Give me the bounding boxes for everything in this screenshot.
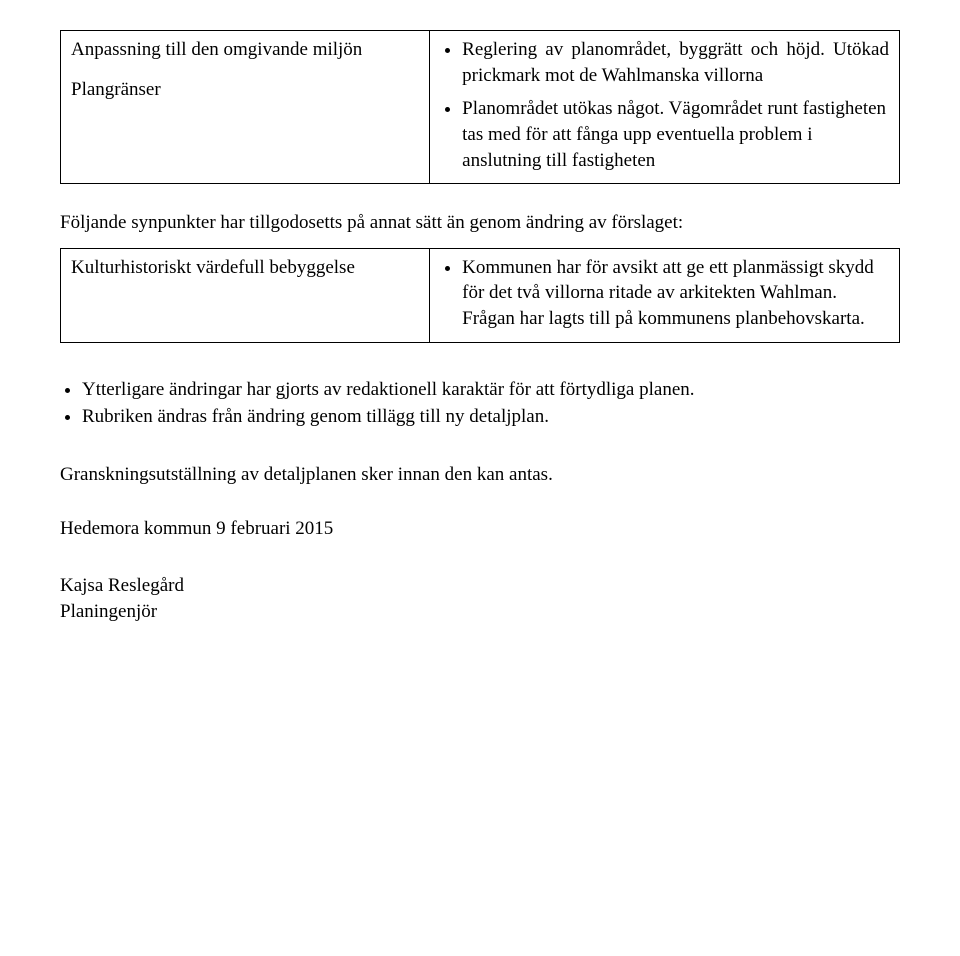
list-item: Reglering av planområdet, byggrätt och h…	[462, 37, 889, 88]
spacer	[60, 488, 900, 516]
signer-name: Kajsa Reslegård	[60, 573, 900, 599]
sign-off: Granskningsutställning av detaljplanen s…	[60, 462, 900, 625]
list-item: Planområdet utökas något. Vägområdet run…	[462, 96, 889, 173]
table-row: Anpassning till den omgivande miljön Pla…	[61, 31, 900, 184]
closing-line-1: Granskningsutställning av detaljplanen s…	[60, 462, 900, 488]
left-line-2: Plangränser	[71, 77, 419, 103]
signer-title: Planingenjör	[60, 599, 900, 625]
list-item: Ytterligare ändringar har gjorts av reda…	[82, 377, 900, 403]
left-line-1: Anpassning till den omgivande miljön	[71, 37, 419, 63]
cell-right: Kommunen har för avsikt att ge ett planm…	[430, 248, 900, 342]
cell-left: Kulturhistoriskt värdefull bebyggelse	[61, 248, 430, 342]
paragraph-intro: Följande synpunkter har tillgodosetts på…	[60, 210, 900, 236]
closing-line-2: Hedemora kommun 9 februari 2015	[60, 516, 900, 542]
table-top: Anpassning till den omgivande miljön Pla…	[60, 30, 900, 184]
table-row: Kulturhistoriskt värdefull bebyggelse Ko…	[61, 248, 900, 342]
bullet-list: Reglering av planområdet, byggrätt och h…	[440, 37, 889, 173]
spacer	[71, 63, 419, 77]
changes-list: Ytterligare ändringar har gjorts av reda…	[60, 377, 900, 430]
cell-left: Anpassning till den omgivande miljön Pla…	[61, 31, 430, 184]
spacer	[60, 343, 900, 377]
cell-right: Reglering av planområdet, byggrätt och h…	[430, 31, 900, 184]
page: Anpassning till den omgivande miljön Pla…	[0, 0, 960, 665]
table-mid: Kulturhistoriskt värdefull bebyggelse Ko…	[60, 248, 900, 343]
list-item: Rubriken ändras från ändring genom tillä…	[82, 404, 900, 430]
bullet-list: Kommunen har för avsikt att ge ett planm…	[440, 255, 889, 332]
list-item: Kommunen har för avsikt att ge ett planm…	[462, 255, 889, 332]
